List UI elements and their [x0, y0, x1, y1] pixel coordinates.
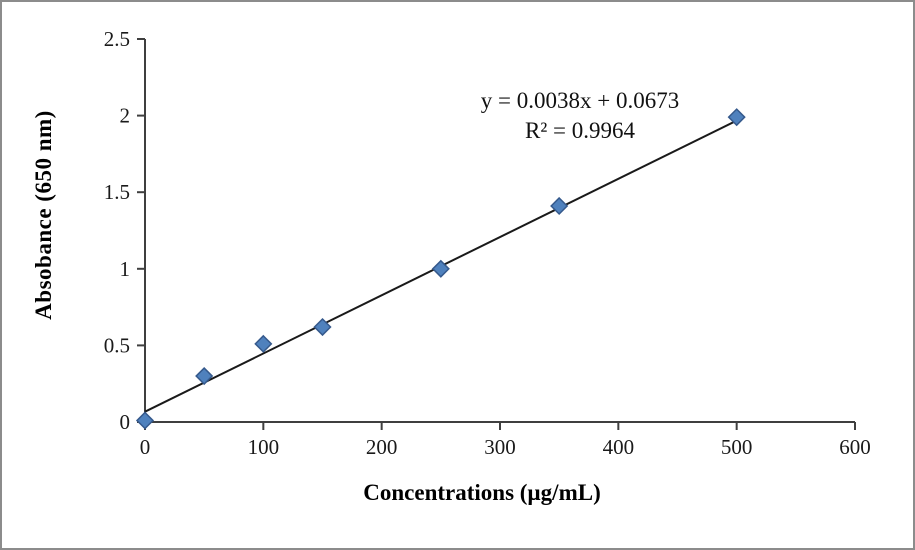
trendline-equation-annotation: y = 0.0038x + 0.0673 R² = 0.9964 — [430, 86, 730, 146]
r-squared-line: R² = 0.9964 — [525, 118, 635, 143]
x-tick-label: 0 — [140, 435, 151, 459]
data-point-marker — [135, 411, 155, 430]
x-axis-title: Concentrations (µg/mL) — [363, 480, 601, 505]
x-tick-label: 600 — [839, 435, 871, 459]
data-point-marker — [195, 366, 214, 386]
data-point-marker — [727, 108, 746, 127]
x-tick-label: 200 — [366, 435, 398, 459]
data-point-marker — [313, 317, 332, 337]
x-tick-label: 400 — [603, 435, 635, 459]
equation-line: y = 0.0038x + 0.0673 — [480, 88, 680, 113]
x-tick-label: 500 — [721, 435, 753, 459]
y-tick-label: 2 — [120, 104, 131, 128]
y-tick-label: 0 — [120, 410, 131, 434]
data-point-marker — [254, 334, 273, 353]
y-tick-label: 1 — [120, 257, 131, 281]
y-tick-label: 1.5 — [104, 180, 130, 204]
x-tick-label: 300 — [484, 435, 516, 459]
x-tick-label: 100 — [248, 435, 280, 459]
y-tick-label: 0.5 — [104, 333, 130, 357]
y-axis-title: Absobance (650 nm) — [31, 110, 56, 320]
y-tick-label: 2.5 — [104, 27, 130, 51]
data-point-marker — [431, 259, 450, 278]
data-point-marker — [550, 196, 569, 216]
